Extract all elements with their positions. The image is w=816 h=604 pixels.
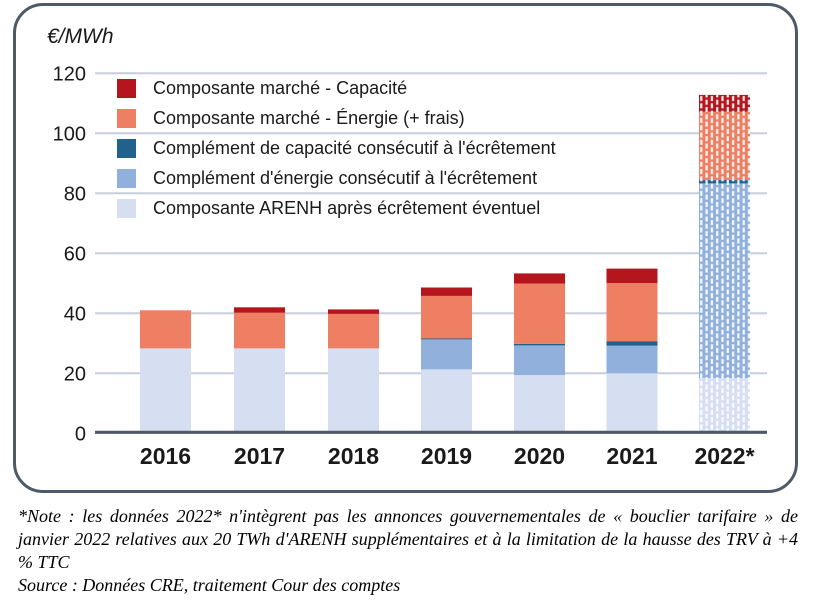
- bar-2017-segment-0: [234, 348, 285, 434]
- bar-2021: [606, 268, 658, 434]
- legend-item-2: Complément de capacité consécutif à l'éc…: [117, 133, 556, 163]
- bar-2021-segment-0: [606, 373, 658, 434]
- note-block: *Note : les données 2022* n'intègrent pa…: [18, 505, 798, 597]
- note-text: *Note : les données 2022* n'intègrent pa…: [18, 506, 798, 572]
- legend-item-1: Composante marché - Énergie (+ frais): [117, 103, 556, 133]
- bar-2020-segment-1: [514, 345, 565, 376]
- bar-2016: [140, 310, 191, 434]
- x-tick-label-2022*: 2022*: [694, 443, 754, 469]
- legend-swatch: [117, 78, 136, 98]
- x-tick-label-2019: 2019: [421, 443, 472, 469]
- y-tick-label-120: 120: [53, 63, 86, 85]
- bar-2019-segment-2: [421, 338, 472, 340]
- bar-2018-segment-3: [328, 313, 379, 349]
- bar-2019: [421, 287, 472, 434]
- legend-item-4: Composante ARENH après écrêtement éventu…: [117, 193, 556, 223]
- y-axis-labels: 0 20 40 60 80 100 120: [53, 63, 86, 445]
- legend: Composante marché - Capacité Composante m…: [117, 73, 556, 223]
- y-tick-label-20: 20: [64, 363, 86, 385]
- bar-2020-segment-4: [514, 273, 565, 284]
- bar-2019-segment-4: [421, 287, 472, 296]
- bar-2016-segment-3: [140, 310, 191, 349]
- bars: [140, 94, 750, 434]
- bar-2018-segment-0: [328, 348, 379, 434]
- legend-label: Composante marché - Capacité: [153, 77, 408, 98]
- legend-label: Composante marché - Énergie (+ frais): [153, 107, 465, 128]
- bar-2020-segment-0: [514, 375, 565, 434]
- bar-2020-segment-2: [514, 343, 565, 346]
- bar-2019-segment-1: [421, 339, 472, 370]
- y-tick-label-60: 60: [64, 243, 86, 265]
- x-tick-label-2017: 2017: [234, 443, 285, 469]
- bar-2017: [234, 307, 285, 434]
- x-tick-label-2018: 2018: [328, 443, 379, 469]
- source-text: Source : Données CRE, traitement Cour de…: [18, 575, 401, 595]
- x-tick-label-2021: 2021: [606, 443, 657, 469]
- bar-2017-segment-3: [234, 312, 285, 349]
- y-tick-label-40: 40: [64, 303, 86, 325]
- bar-2021-segment-3: [606, 283, 658, 342]
- y-tick-label-100: 100: [53, 123, 86, 145]
- legend-item-0: Composante marché - Capacité: [117, 73, 556, 103]
- bar-2020: [514, 273, 565, 434]
- legend-swatch: [117, 138, 136, 158]
- legend-swatch: [117, 108, 136, 128]
- legend-swatch: [117, 198, 136, 218]
- y-axis-unit-label: €/MWh: [47, 25, 114, 48]
- legend-label: Complément d'énergie consécutif à l'écrê…: [153, 167, 538, 188]
- bar-2020-segment-3: [514, 283, 565, 344]
- y-tick-label-0: 0: [75, 423, 86, 445]
- bar-2021-segment-2: [606, 341, 658, 346]
- legend-label: Complément de capacité consécutif à l'éc…: [153, 137, 556, 158]
- x-axis-labels: 2016 2017 2018 2019 2020 2021 2022*: [140, 443, 755, 469]
- bar-2022*-hatch-overlay: [699, 94, 750, 434]
- bar-2021-segment-1: [606, 345, 658, 374]
- bar-2019-segment-0: [421, 369, 472, 434]
- legend-item-3: Complément d'énergie consécutif à l'écrê…: [117, 163, 556, 193]
- bar-2022*: [699, 94, 750, 434]
- legend-swatch: [117, 168, 136, 188]
- legend-label: Composante ARENH après écrêtement éventu…: [153, 197, 541, 218]
- bar-2019-segment-3: [421, 295, 472, 339]
- x-tick-label-2020: 2020: [514, 443, 565, 469]
- y-tick-label-80: 80: [64, 183, 86, 205]
- bar-2016-segment-0: [140, 348, 191, 434]
- bar-2018-segment-4: [328, 309, 379, 314]
- bar-2017-segment-4: [234, 307, 285, 313]
- bar-2018: [328, 309, 379, 434]
- bar-2021-segment-4: [606, 268, 658, 283]
- x-tick-label-2016: 2016: [140, 443, 191, 469]
